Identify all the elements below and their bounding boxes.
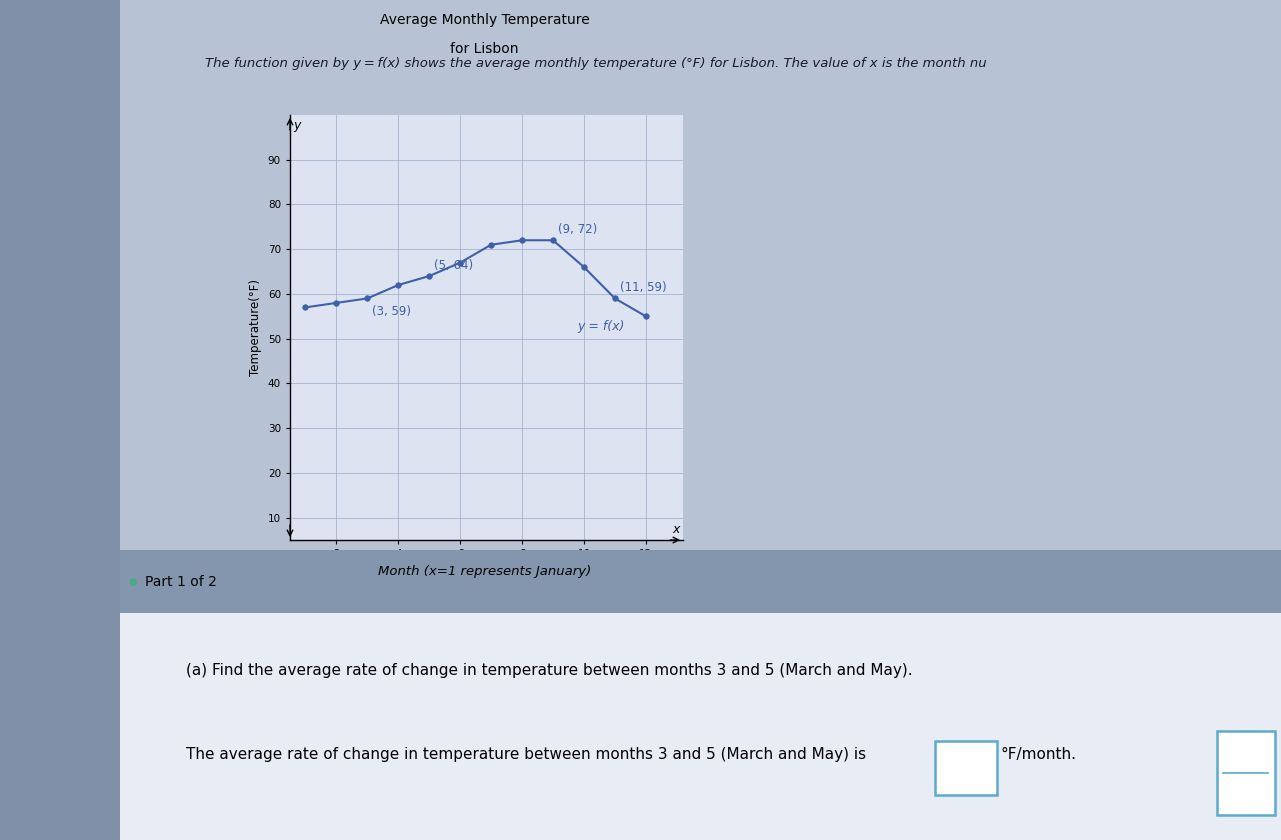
Text: (9, 72): (9, 72) <box>557 223 597 236</box>
Text: (3, 59): (3, 59) <box>371 305 411 318</box>
Text: for Lisbon: for Lisbon <box>451 42 519 55</box>
Text: (a) Find the average rate of change in temperature between months 3 and 5 (March: (a) Find the average rate of change in t… <box>186 664 912 679</box>
Text: y: y <box>293 119 301 133</box>
Text: ●: ● <box>128 576 137 586</box>
Text: °F/month.: °F/month. <box>1000 748 1076 763</box>
Text: Average Monthly Temperature: Average Monthly Temperature <box>379 13 589 27</box>
Text: The average rate of change in temperature between months 3 and 5 (March and May): The average rate of change in temperatur… <box>186 748 866 763</box>
Text: Part 1 of 2: Part 1 of 2 <box>145 575 216 589</box>
Text: Month (x=1 represents January): Month (x=1 represents January) <box>378 565 592 578</box>
Text: x: x <box>673 522 680 536</box>
Y-axis label: Temperature(°F): Temperature(°F) <box>250 279 263 376</box>
Text: (11, 59): (11, 59) <box>620 281 666 294</box>
Text: The function given by y = f(x) shows the average monthly temperature (°F) for Li: The function given by y = f(x) shows the… <box>205 56 986 70</box>
Text: (5, 64): (5, 64) <box>434 259 473 271</box>
Text: y = f(x): y = f(x) <box>578 320 625 333</box>
